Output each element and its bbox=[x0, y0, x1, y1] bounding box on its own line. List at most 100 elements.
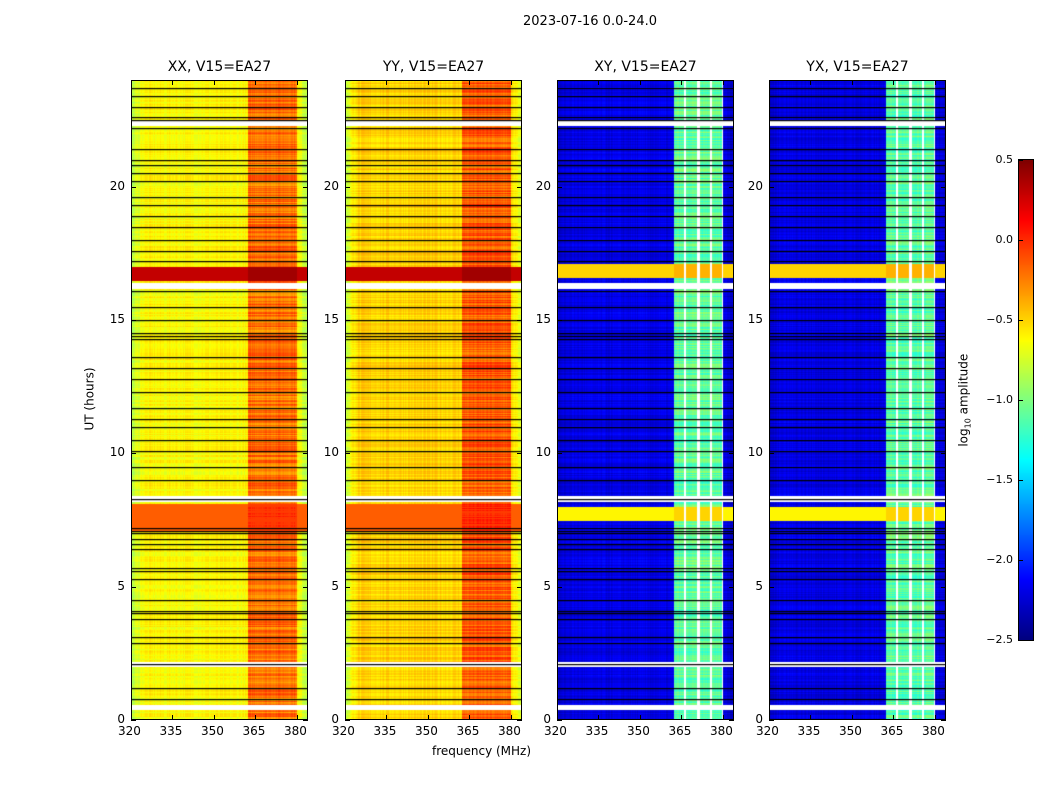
y-tick-mark bbox=[303, 720, 308, 721]
y-tick-mark bbox=[517, 720, 522, 721]
x-tick-mark bbox=[345, 715, 346, 720]
x-tick-mark bbox=[681, 80, 683, 85]
y-tick-mark bbox=[729, 186, 734, 188]
heatmap-panel-2 bbox=[345, 80, 522, 720]
x-tick-mark bbox=[851, 80, 853, 85]
x-tick-mark bbox=[893, 715, 895, 720]
x-tick-mark bbox=[386, 80, 388, 85]
x-tick-mark bbox=[296, 80, 298, 85]
y-tick-mark bbox=[345, 320, 350, 321]
colorbar-tick-label: 0.5 bbox=[995, 153, 1014, 166]
y-tick-mark bbox=[941, 453, 946, 455]
y-tick-label: 10 bbox=[109, 445, 125, 460]
y-tick-label: 5 bbox=[543, 578, 551, 593]
x-tick-mark bbox=[557, 80, 558, 85]
x-tick-mark bbox=[722, 80, 724, 85]
x-tick-mark bbox=[769, 80, 770, 85]
y-tick-mark bbox=[557, 186, 562, 188]
x-tick-label: 350 bbox=[414, 724, 438, 738]
x-tick-label: 335 bbox=[797, 724, 821, 738]
x-tick-mark bbox=[213, 80, 215, 85]
x-tick-label: 335 bbox=[373, 724, 397, 738]
y-tick-mark bbox=[769, 453, 774, 455]
panel-title-1: XX, V15=EA27 bbox=[167, 59, 272, 75]
colorbar-tick-mark bbox=[1019, 400, 1023, 401]
x-tick-label: 380 bbox=[709, 724, 733, 738]
y-tick-mark bbox=[303, 320, 308, 321]
y-tick-label: 0 bbox=[543, 712, 551, 726]
panel-title-2: YY, V15=EA27 bbox=[382, 59, 485, 75]
colorbar-tick-label: −1.5 bbox=[986, 473, 1013, 486]
y-tick-mark bbox=[131, 320, 136, 321]
figure-title: 2023-07-16 0.0-24.0 bbox=[523, 14, 657, 29]
y-tick-label: 10 bbox=[323, 445, 339, 460]
colorbar-tick-label: −2.0 bbox=[986, 553, 1013, 566]
x-tick-mark bbox=[681, 715, 683, 720]
colorbar-tick-label: −1.0 bbox=[986, 393, 1013, 406]
y-tick-mark bbox=[131, 586, 136, 588]
x-tick-label: 320 bbox=[118, 724, 141, 738]
colorbar bbox=[1019, 160, 1033, 640]
y-tick-mark bbox=[557, 720, 562, 721]
y-tick-label: 15 bbox=[109, 312, 125, 326]
colorbar-tick-label: −0.5 bbox=[986, 313, 1013, 326]
y-tick-mark bbox=[557, 453, 562, 455]
y-tick-mark bbox=[303, 453, 308, 455]
y-tick-label: 0 bbox=[331, 712, 339, 726]
panel-title-3: XY, V15=EA27 bbox=[594, 59, 697, 75]
x-tick-mark bbox=[598, 715, 600, 720]
x-tick-label: 380 bbox=[283, 724, 307, 738]
x-tick-mark bbox=[510, 715, 512, 720]
x-tick-label: 365 bbox=[668, 724, 692, 738]
y-tick-label: 5 bbox=[755, 578, 763, 593]
y-tick-label: 20 bbox=[747, 178, 763, 193]
y-tick-mark bbox=[729, 320, 734, 321]
y-tick-mark bbox=[941, 186, 946, 188]
panel-title-4: YX, V15=EA27 bbox=[806, 59, 909, 75]
x-tick-label: 350 bbox=[838, 724, 862, 738]
y-tick-label: 15 bbox=[535, 312, 551, 326]
x-tick-label: 365 bbox=[456, 724, 480, 738]
y-tick-mark bbox=[345, 720, 350, 721]
y-tick-label: 5 bbox=[331, 578, 339, 593]
y-tick-mark bbox=[131, 186, 136, 188]
x-tick-label: 380 bbox=[921, 724, 945, 738]
x-tick-mark bbox=[255, 80, 257, 85]
y-tick-mark bbox=[303, 586, 308, 588]
y-tick-mark bbox=[345, 586, 350, 588]
y-tick-mark bbox=[517, 453, 522, 455]
colorbar-label-sub: 10 bbox=[963, 418, 973, 429]
colorbar-tick-label: −2.5 bbox=[986, 633, 1013, 646]
x-axis-label: frequency (MHz) bbox=[432, 744, 532, 758]
colorbar-label-rest: amplitude bbox=[956, 353, 971, 419]
x-tick-mark bbox=[255, 715, 257, 720]
x-tick-mark bbox=[386, 715, 388, 720]
colorbar-tick-mark bbox=[1019, 320, 1023, 321]
x-tick-mark bbox=[851, 715, 853, 720]
x-tick-label: 350 bbox=[200, 724, 224, 738]
y-tick-mark bbox=[941, 720, 946, 721]
x-tick-label: 320 bbox=[544, 724, 567, 738]
x-tick-mark bbox=[598, 80, 600, 85]
x-tick-label: 365 bbox=[880, 724, 904, 738]
y-tick-label: 20 bbox=[535, 178, 551, 193]
y-tick-mark bbox=[729, 586, 734, 588]
heatmap-panel-3 bbox=[557, 80, 734, 720]
y-tick-label: 20 bbox=[323, 178, 339, 193]
x-tick-mark bbox=[810, 715, 812, 720]
y-tick-label: 0 bbox=[117, 712, 125, 726]
x-tick-mark bbox=[722, 715, 724, 720]
x-tick-mark bbox=[769, 715, 770, 720]
x-tick-mark bbox=[131, 715, 132, 720]
y-tick-mark bbox=[557, 586, 562, 588]
y-tick-mark bbox=[517, 186, 522, 188]
colorbar-tick-mark bbox=[1019, 240, 1023, 241]
y-tick-label: 10 bbox=[535, 445, 551, 460]
x-tick-mark bbox=[345, 80, 346, 85]
colorbar-label: log10 amplitude bbox=[956, 354, 972, 447]
y-axis-label: UT (hours) bbox=[82, 367, 97, 431]
y-tick-label: 10 bbox=[747, 445, 763, 460]
y-tick-mark bbox=[303, 186, 308, 188]
y-tick-mark bbox=[131, 453, 136, 455]
